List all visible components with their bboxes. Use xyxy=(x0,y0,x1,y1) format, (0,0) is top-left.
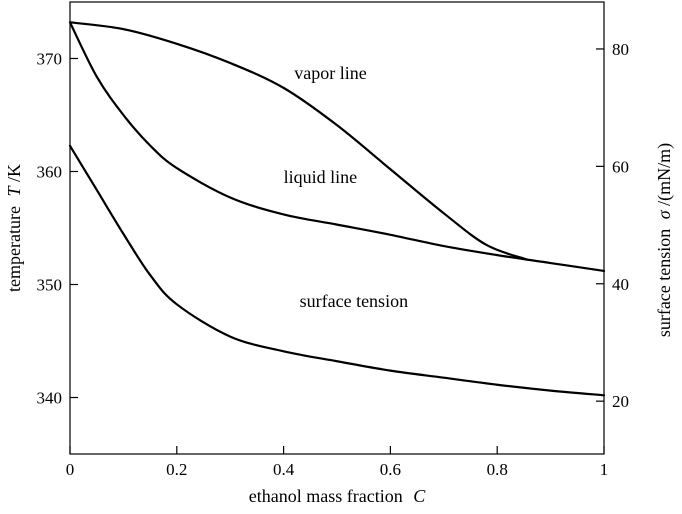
right-tick-label: 80 xyxy=(612,40,629,59)
left-axis-title: temperature T /K xyxy=(4,164,24,292)
series-liquid-line xyxy=(68,21,606,273)
right-axis-ticks: 20 40 60 80 xyxy=(596,40,629,411)
plot-frame xyxy=(69,1,605,455)
series-curves xyxy=(68,21,606,397)
label-surface-tension: surface tension xyxy=(300,291,408,311)
x-axis-ticks: 0 0.2 0.4 0.6 0.8 1 xyxy=(66,446,609,479)
right-axis-title-text: surface tension xyxy=(654,229,674,337)
label-liquid-line: liquid line xyxy=(284,167,358,187)
x-tick-label: 0.8 xyxy=(487,460,508,479)
x-axis-title: ethanol mass fraction C xyxy=(249,486,426,506)
x-tick-label: 1 xyxy=(600,460,609,479)
curve-labels: vapor line liquid line surface tension xyxy=(284,63,408,311)
x-axis-title-symbol: C xyxy=(413,486,426,506)
series-vapor-line xyxy=(68,21,529,261)
right-tick-label: 40 xyxy=(612,275,629,294)
right-axis-title-unit: /(mN/m) xyxy=(654,143,675,206)
right-tick-label: 60 xyxy=(612,157,629,176)
left-axis-title-symbol: T xyxy=(4,185,24,197)
series-surface-tension xyxy=(68,144,606,397)
left-tick-label: 340 xyxy=(37,389,63,408)
x-tick-label: 0.4 xyxy=(273,460,295,479)
right-tick-label: 20 xyxy=(612,392,629,411)
x-tick-label: 0 xyxy=(66,460,75,479)
x-axis-title-text: ethanol mass fraction xyxy=(249,486,403,506)
left-axis-title-unit: /K xyxy=(4,164,24,182)
left-tick-label: 370 xyxy=(37,50,63,69)
left-axis-title-text: temperature xyxy=(4,206,24,292)
left-tick-label: 360 xyxy=(37,163,63,182)
right-axis-title-symbol: σ xyxy=(654,209,674,219)
left-axis-ticks: 340 350 360 370 xyxy=(37,50,78,408)
x-tick-label: 0.6 xyxy=(380,460,401,479)
right-axis-title: surface tension σ /(mN/m) xyxy=(654,143,675,337)
label-vapor-line: vapor line xyxy=(294,63,366,83)
x-tick-label: 0.2 xyxy=(166,460,187,479)
left-tick-label: 350 xyxy=(37,276,63,295)
